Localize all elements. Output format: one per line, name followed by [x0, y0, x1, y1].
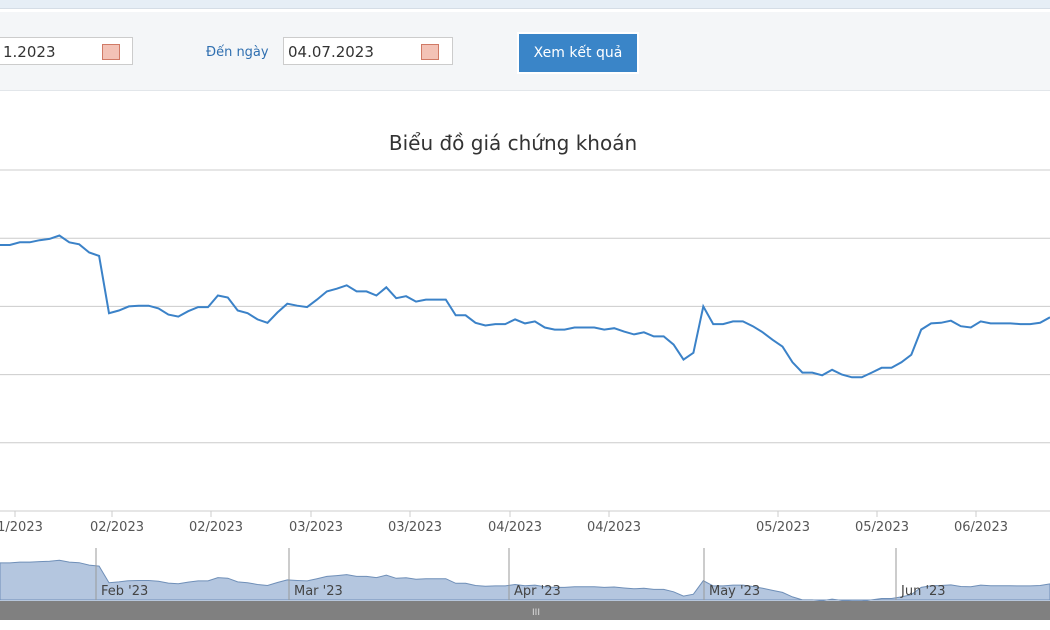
from-date-input[interactable]: 1.2023	[0, 37, 133, 65]
scrollbar-grip[interactable]: III	[532, 608, 540, 618]
navigator-label: May '23	[709, 584, 760, 599]
calendar-icon[interactable]	[102, 44, 120, 60]
navigator-label: Jun '23	[900, 584, 946, 599]
top-strip	[0, 0, 1050, 9]
x-tick-label: 04/2023	[488, 520, 542, 535]
x-tick-label: 05/2023	[756, 520, 810, 535]
navigator-label: Apr '23	[514, 584, 561, 599]
x-tick-label: 1/2023	[0, 520, 43, 535]
navigator-label: Mar '23	[294, 584, 343, 599]
x-tick-label: 04/2023	[587, 520, 641, 535]
x-tick-label: 06/2023	[954, 520, 1008, 535]
chart-title: Biểu đồ giá chứng khoán	[389, 131, 637, 155]
scrollbar[interactable]	[0, 601, 1050, 620]
to-date: 04.07.2023	[288, 43, 374, 61]
to-label: Đến ngày	[206, 45, 269, 60]
from-date: 1.2023	[3, 43, 56, 61]
price-line	[0, 234, 1050, 379]
to-date-input[interactable]: 04.07.2023	[283, 37, 453, 65]
x-tick-label: 03/2023	[289, 520, 343, 535]
x-tick-label: 02/2023	[90, 520, 144, 535]
x-tick-label: 03/2023	[388, 520, 442, 535]
date-form: 1.2023 Đến ngày 04.07.2023 Xem kết quả	[0, 12, 1050, 91]
navigator-label: Feb '23	[101, 584, 148, 599]
x-tick-label: 05/2023	[855, 520, 909, 535]
submit-button[interactable]: Xem kết quả	[517, 32, 639, 74]
x-tick-label: 02/2023	[189, 520, 243, 535]
calendar-icon[interactable]	[421, 44, 439, 60]
navigator-area	[0, 559, 1050, 602]
